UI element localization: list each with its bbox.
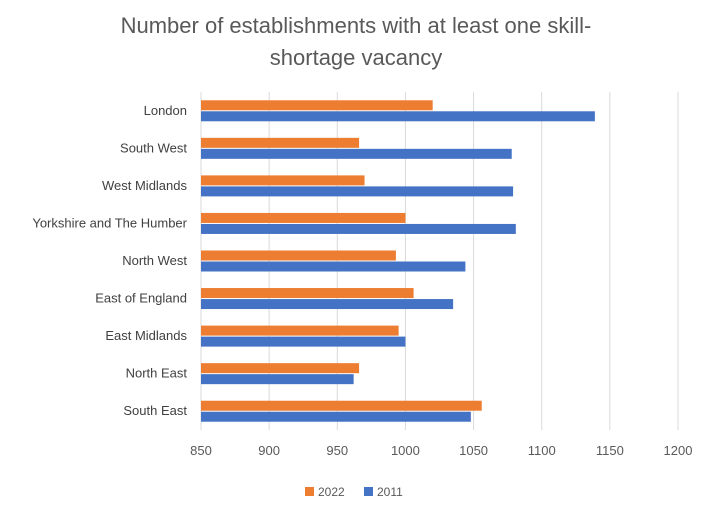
category-label: North West [122,253,187,268]
category-label: South East [123,403,187,418]
x-tick-label: 1150 [596,443,624,458]
bar-2022 [201,363,360,374]
x-tick-label: 850 [190,443,212,458]
legend-label-2022: 2022 [318,485,345,499]
bars [201,100,595,422]
category-label: North East [126,366,188,381]
category-labels: London South West West Midlands Yorkshire a… [32,103,187,418]
legend-label-2011: 2011 [377,485,403,499]
category-label: East of England [95,291,187,306]
bar-2022 [201,137,360,148]
bar-2022 [201,325,399,336]
x-tick-label: 1050 [459,443,488,458]
bar-2011 [201,223,516,234]
bar-2011 [201,336,406,347]
chart-title-line-1: Number of establishments with at least o… [121,13,592,38]
bar-2022 [201,175,365,186]
x-tick-label: 1200 [664,443,693,458]
category-label: South West [120,140,187,155]
bar-2022 [201,400,482,411]
bar-2022 [201,100,433,111]
bar-2011 [201,148,512,159]
bar-2011 [201,299,454,310]
legend: 2022 2011 [305,485,403,499]
x-tick-label: 1100 [528,443,556,458]
bar-2011 [201,186,514,197]
bar-2011 [201,411,471,422]
x-tick-label: 1000 [391,443,420,458]
x-tick-label: 950 [326,443,348,458]
category-label: Yorkshire and The Humber [32,215,187,230]
bar-2011 [201,374,354,385]
bar-2011 [201,261,466,272]
category-label: West Midlands [102,178,188,193]
chart-title-line-2: shortage vacancy [270,45,442,70]
category-label: East Midlands [105,328,187,343]
legend-swatch-2022 [305,487,314,496]
category-label: London [144,103,187,118]
bar-2022 [201,288,414,299]
bar-2022 [201,250,396,261]
bar-2022 [201,212,406,223]
gridlines [200,92,679,430]
legend-swatch-2011 [364,487,373,496]
bar-2011 [201,111,595,122]
x-tick-label: 900 [258,443,280,458]
x-axis-tick-labels: 850 900 950 1000 1050 1100 1150 1200 [190,443,692,458]
